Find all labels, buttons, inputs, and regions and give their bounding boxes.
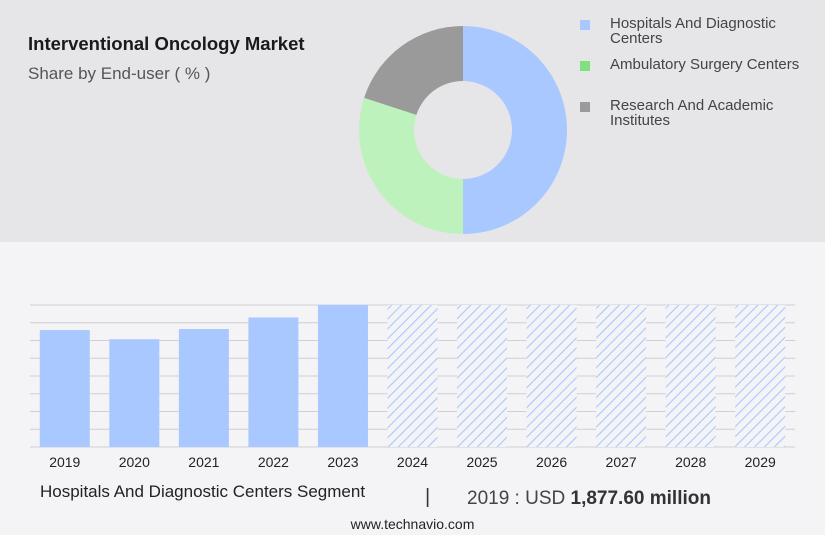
- legend-swatch-research: [580, 102, 590, 112]
- donut-slice-hospitals: [463, 26, 567, 234]
- bar-2019: [39, 330, 90, 447]
- legend: Hospitals And Diagnostic Centers Ambulat…: [580, 16, 820, 139]
- legend-item-ambulatory: Ambulatory Surgery Centers: [580, 57, 820, 98]
- segment-label: Hospitals And Diagnostic Centers Segment: [40, 482, 366, 501]
- x-tick-label-2021: 2021: [188, 454, 219, 470]
- x-tick-label-2020: 2020: [119, 454, 150, 470]
- x-tick-label-2026: 2026: [536, 454, 567, 470]
- bar-2021: [178, 328, 229, 447]
- x-tick-label-2024: 2024: [397, 454, 428, 470]
- source-url: www.technavio.com: [350, 516, 475, 532]
- x-tick-label-2023: 2023: [327, 454, 358, 470]
- x-tick-label-2025: 2025: [466, 454, 497, 470]
- bar-2029: [735, 305, 786, 447]
- bar-2028: [665, 305, 716, 447]
- bar-2025: [457, 305, 508, 447]
- bar-2020: [109, 339, 160, 447]
- bar-2022: [248, 317, 299, 447]
- donut-chart: [359, 26, 567, 234]
- legend-label-hospitals: Hospitals And Diagnostic Centers: [610, 15, 776, 47]
- x-tick-label-2019: 2019: [49, 454, 80, 470]
- donut-slice-research: [364, 26, 463, 115]
- chart-subtitle: Share by End-user ( % ): [28, 64, 211, 83]
- legend-item-hospitals: Hospitals And Diagnostic Centers: [580, 16, 820, 57]
- legend-swatch-hospitals: [580, 20, 590, 30]
- legend-swatch-ambulatory: [580, 61, 590, 71]
- value-prefix: 2019 : USD: [467, 488, 566, 509]
- legend-label-ambulatory: Ambulatory Surgery Centers: [610, 56, 800, 73]
- footer-divider: |: [425, 486, 431, 508]
- chart-title: Interventional Oncology Market: [28, 33, 305, 54]
- bar-chart: 2019 2020 2021 2022 2023 2024 2025 2026 2027 2028…: [30, 304, 795, 470]
- x-tick-label-2029: 2029: [745, 454, 776, 470]
- bar-2027: [596, 305, 647, 447]
- segment-value: 2019 : USD 1,877.60 million: [467, 488, 711, 510]
- value-amount: 1,877.60 million: [570, 488, 711, 509]
- bar-2026: [526, 305, 577, 447]
- legend-item-research: Research And Academic Institutes: [580, 98, 820, 139]
- x-tick-label-2027: 2027: [606, 454, 637, 470]
- bar-2023: [317, 305, 368, 447]
- x-tick-label-2022: 2022: [258, 454, 289, 470]
- legend-label-research: Research And Academic Institutes: [610, 97, 774, 129]
- x-tick-label-2028: 2028: [675, 454, 706, 470]
- donut-slice-ambulatory: [359, 97, 463, 234]
- bar-2024: [387, 305, 438, 447]
